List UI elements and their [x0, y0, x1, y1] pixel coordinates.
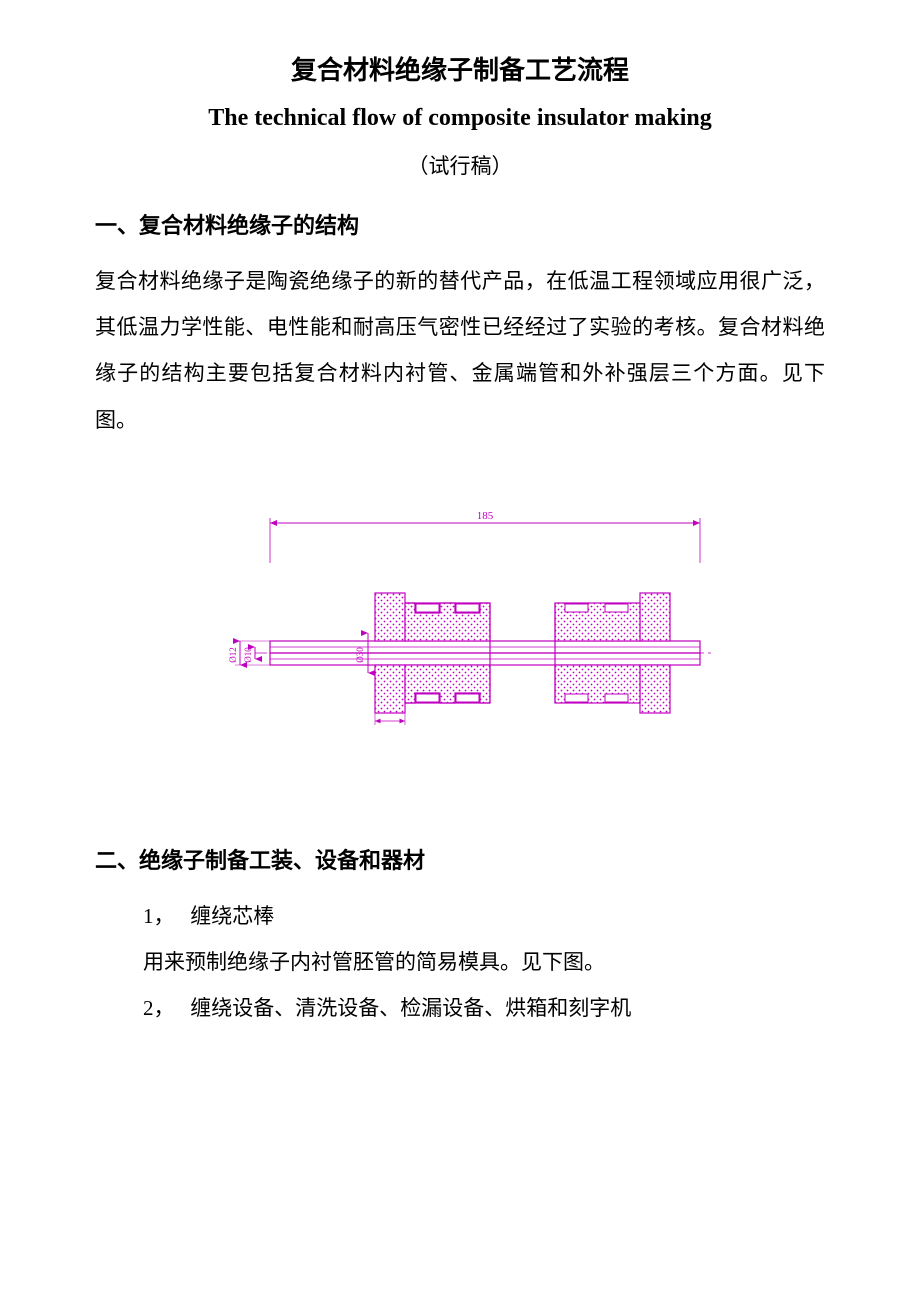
svg-text:Ø12: Ø12	[228, 647, 238, 663]
list-item-2: 2， 缠绕设备、清洗设备、检漏设备、烘箱和刻字机	[95, 985, 825, 1031]
list-item-1: 1， 缠绕芯棒	[95, 893, 825, 939]
list-num-1: 1，	[143, 904, 175, 928]
list-num-2: 2，	[143, 996, 175, 1020]
svg-text:Ø10: Ø10	[243, 647, 253, 663]
svg-text:185: 185	[477, 510, 494, 522]
diagram-container: 185	[95, 503, 825, 763]
list-label-2: 缠绕设备、清洗设备、检漏设备、烘箱和刻字机	[190, 996, 631, 1020]
title-zh: 复合材料绝缘子制备工艺流程	[95, 50, 825, 87]
list-label-1: 缠绕芯棒	[190, 904, 274, 928]
section2-heading: 二、绝缘子制备工装、设备和器材	[95, 843, 825, 875]
section1-para: 复合材料绝缘子是陶瓷绝缘子的新的替代产品，在低温工程领域应用很广泛，其低温力学性…	[95, 258, 825, 443]
section1-heading: 一、复合材料绝缘子的结构	[95, 208, 825, 240]
svg-text:Ø30: Ø30	[355, 647, 365, 663]
subtitle: （试行稿）	[95, 150, 825, 180]
title-en: The technical flow of composite insulato…	[95, 105, 825, 132]
engineering-diagram: 185	[200, 503, 720, 763]
list-desc-1: 用来预制绝缘子内衬管胚管的简易模具。见下图。	[95, 939, 825, 985]
